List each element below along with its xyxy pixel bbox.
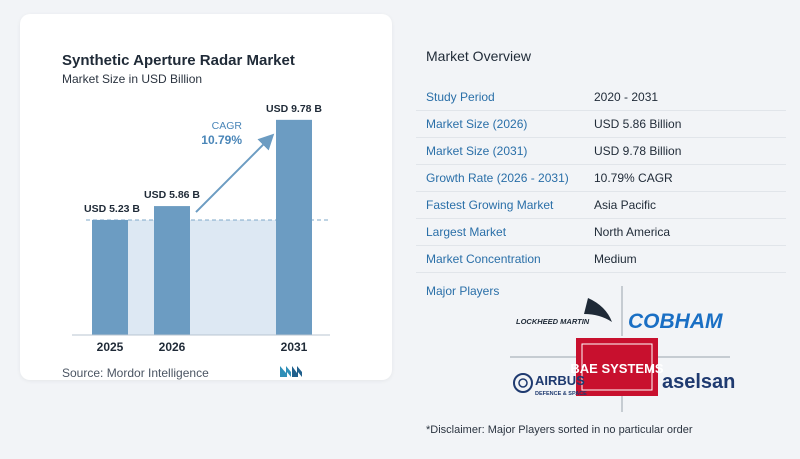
overview-label: Fastest Growing Market [426,198,554,212]
x-tick-label: 2031 [281,340,308,354]
airbus-text: AIRBUS [535,373,585,388]
overview-label: Study Period [426,90,495,104]
lockheed-martin-text: LOCKHEED MARTIN [516,317,590,326]
airbus-emblem-icon [513,373,533,393]
bar-2025 [92,219,128,335]
bae-systems-logo: BAE SYSTEMS [570,338,664,396]
overview-label: Market Size (2031) [426,144,528,158]
chart-title: Synthetic Aperture Radar Market [62,52,295,69]
bar-chart: USD 5.23 B 2025 USD 5.86 B 2026 USD 9.78 B 20… [72,103,330,354]
mordor-intelligence-logo-icon [280,366,302,377]
overview-label: Market Concentration [426,252,541,266]
overview-row: Largest Market North America [416,219,786,246]
lockheed-martin-logo: LOCKHEED MARTIN [516,298,612,326]
overview-row: Growth Rate (2026 - 2031) 10.79% CAGR [416,165,786,192]
source-text: Source: Mordor Intelligence [62,366,209,380]
overview-value: Asia Pacific [594,198,657,212]
major-players-title: Major Players [426,284,500,298]
lockheed-star-icon [584,298,612,322]
cagr-arrow [195,133,275,213]
overview-label: Largest Market [426,225,507,239]
cagr-value: 10.79% [201,133,242,147]
baseline-shade [128,219,276,335]
x-tick-label: 2025 [97,340,124,354]
chart-subtitle: Market Size in USD Billion [62,72,203,86]
overview-label: Market Size (2026) [426,117,528,131]
cagr-label: CAGR [212,120,243,132]
overview-value: USD 9.78 Billion [594,144,682,158]
airbus-subtitle: DEFENCE & SPACE [535,391,587,397]
overview-row: Fastest Growing Market Asia Pacific [416,192,786,219]
bar-2026 [154,206,190,335]
airbus-logo: AIRBUS DEFENCE & SPACE [513,373,587,397]
bar-value-label: USD 5.86 B [144,189,200,201]
overview-label: Growth Rate (2026 - 2031) [426,171,569,185]
overview-value: USD 5.86 Billion [594,117,682,131]
overview-value: 2020 - 2031 [594,90,659,104]
bar-value-label: USD 5.23 B [84,203,140,215]
overview-value: North America [594,225,671,239]
bae-systems-text: BAE SYSTEMS [570,361,664,376]
bar-2031 [276,119,312,335]
overview-row: Study Period 2020 - 2031 [416,84,786,111]
overview-row: Market Size (2031) USD 9.78 Billion [416,138,786,165]
bar-value-label: USD 9.78 B [266,103,322,115]
cobham-logo: COBHAM [628,310,723,333]
major-players-logos: LOCKHEED MARTIN COBHAM BAE SYSTEMS AIRBU… [510,286,735,412]
overview-row: Market Concentration Medium [416,246,786,273]
overview-value: 10.79% CAGR [594,171,673,185]
x-tick-label: 2026 [159,340,186,354]
overview-value: Medium [594,252,637,266]
overview-row: Market Size (2026) USD 5.86 Billion [416,111,786,138]
disclaimer: *Disclaimer: Major Players sorted in no … [426,424,693,436]
aselsan-logo: aselsan [662,371,735,393]
overview-title: Market Overview [426,48,532,64]
